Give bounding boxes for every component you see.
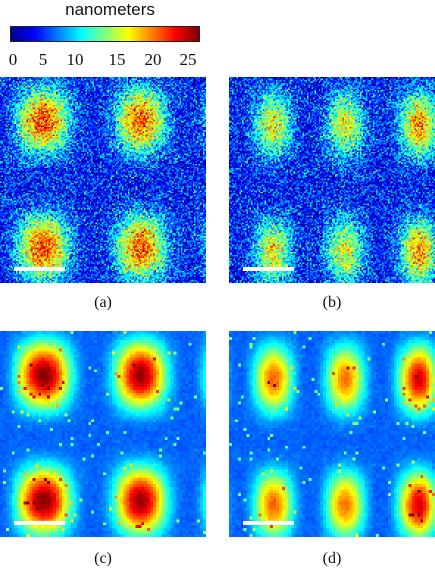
colorbar-tick-10: 10 [66,50,84,69]
height-map-d [229,331,435,537]
colorbar-tick-5: 5 [38,50,48,69]
caption-d: (d) [322,550,342,567]
height-map-a [0,77,206,283]
scale-bar-b [243,267,294,271]
scale-bar-a [14,267,65,271]
scale-bar-d [243,521,294,525]
height-map-c [0,331,206,537]
colorbar-tick-15: 15 [108,50,126,69]
colorbar-tick-0: 0 [8,50,18,69]
caption-a: (a) [94,294,112,311]
colorbar-title: nanometers [65,0,155,19]
colorbar-tick-20: 20 [144,50,162,69]
caption-c: (c) [94,550,112,567]
height-map-b [229,77,435,283]
colorbar-tick-25: 25 [179,50,197,69]
colorbar [10,26,200,42]
scale-bar-c [14,521,65,525]
caption-b: (b) [322,294,342,311]
